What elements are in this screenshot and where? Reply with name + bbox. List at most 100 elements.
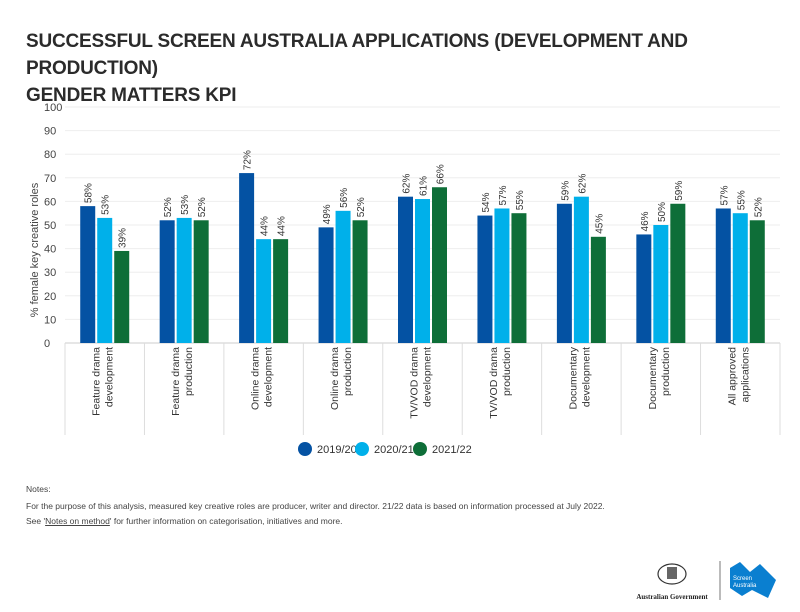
bar [653,225,669,343]
data-label: 55% [515,190,526,210]
data-label: 55% [736,190,747,210]
y-tick-label: 0 [44,338,50,350]
bar [176,217,192,343]
bar [477,215,493,343]
bar [193,220,209,343]
notes-line-1: For the purpose of this analysis, measur… [26,501,605,511]
notes-line-2: See 'Notes on method' for further inform… [26,516,786,526]
bar [511,213,527,343]
data-label: 49% [322,204,333,224]
y-tick-label: 70 [44,173,56,185]
x-tick-label: development [263,347,275,407]
data-label: 39% [118,228,129,248]
y-tick-label: 60 [44,196,56,208]
data-label: 62% [402,174,413,194]
x-tick-label: development [104,347,116,407]
data-label: 57% [498,185,509,205]
y-tick-label: 80 [44,149,56,161]
x-tick-label: Documentary [647,346,659,409]
bar [732,213,748,343]
data-label: 62% [577,174,588,194]
x-tick-label: production [183,347,195,396]
notes-text: ' for further information on categorisat… [109,516,343,526]
bar [749,220,765,343]
x-tick-label: production [660,347,672,396]
data-label: 72% [243,150,254,170]
x-tick-label: Online drama [329,347,341,410]
bar [432,187,447,343]
x-tick-label: TV/VOD drama [409,347,421,419]
bar [318,227,334,343]
bar [715,208,731,343]
logos: Australian Government Screen Australia [636,561,776,601]
bar [556,203,572,343]
screen-australia-logo-icon: Screen Australia [730,562,776,598]
screen-logo-text: Australia [733,583,757,589]
data-label: 44% [260,216,271,236]
x-tick-label: applications [739,347,751,402]
bar [97,217,113,343]
data-label: 53% [101,195,112,215]
legend-marker [298,442,312,456]
data-label: 45% [594,214,605,234]
x-tick-label: TV/VOD drama [488,347,500,419]
y-tick-label: 100 [44,102,62,114]
legend-marker [413,442,427,456]
data-label: 56% [339,188,350,208]
bar [590,236,606,343]
x-tick-label: production [501,347,513,396]
page-title: SUCCESSFUL SCREEN AUSTRALIA APPLICATIONS… [26,28,786,109]
bar [335,210,351,343]
bar [273,239,289,343]
bar [239,173,255,343]
title-line-1: SUCCESSFUL SCREEN AUSTRALIA APPLICATIONS… [26,31,688,79]
y-tick-label: 10 [44,314,56,326]
data-label: 52% [163,197,174,217]
x-tick-label: Documentary [567,346,579,409]
data-label: 53% [180,195,191,215]
y-tick-label: 50 [44,220,56,232]
bar-chart: 0 10 20 30 40 50 60 70 80 90 100 % female key creat… [29,102,781,456]
data-label: 50% [657,202,668,222]
data-label: 66% [436,164,447,184]
data-label: 57% [719,185,730,205]
bar [114,250,130,343]
legend-label: 2021/22 [432,444,472,456]
bar [670,203,686,343]
data-label: 61% [419,176,430,196]
notes-on-method-link[interactable]: Notes on method [45,516,110,526]
data-label: 44% [277,216,288,236]
bar [398,196,413,343]
data-label: 59% [674,181,685,201]
x-tick-label: production [342,347,354,396]
y-axis-label: % female key creative roles [29,182,41,317]
x-tick-label: All approved [726,347,738,406]
x-tick-label: development [580,347,592,407]
screen-logo-text: Screen [733,576,752,582]
x-tick-label: Feature drama [170,347,182,416]
bar [352,220,368,343]
legend-label: 2020/21 [374,444,414,456]
bar [636,234,652,343]
title-line-2: GENDER MATTERS KPI [26,85,237,106]
bar [80,206,96,343]
y-tick-label: 20 [44,291,56,303]
bar [159,220,175,343]
legend-marker [355,442,369,456]
bar [573,196,589,343]
data-label: 58% [84,183,95,203]
data-label: 52% [197,197,208,217]
data-label: 54% [481,192,492,212]
data-label: 52% [356,197,367,217]
notes-heading: Notes: [26,484,51,494]
gov-logo-text: Australian Government [636,593,708,601]
notes-text: See ' [26,516,46,526]
x-tick-label: development [422,347,434,407]
data-label: 52% [753,197,764,217]
y-tick-label: 30 [44,267,56,279]
y-tick-label: 90 [44,126,56,138]
data-label: 59% [560,181,571,201]
bar [494,208,510,343]
bar [256,239,272,343]
data-label: 46% [640,211,651,231]
